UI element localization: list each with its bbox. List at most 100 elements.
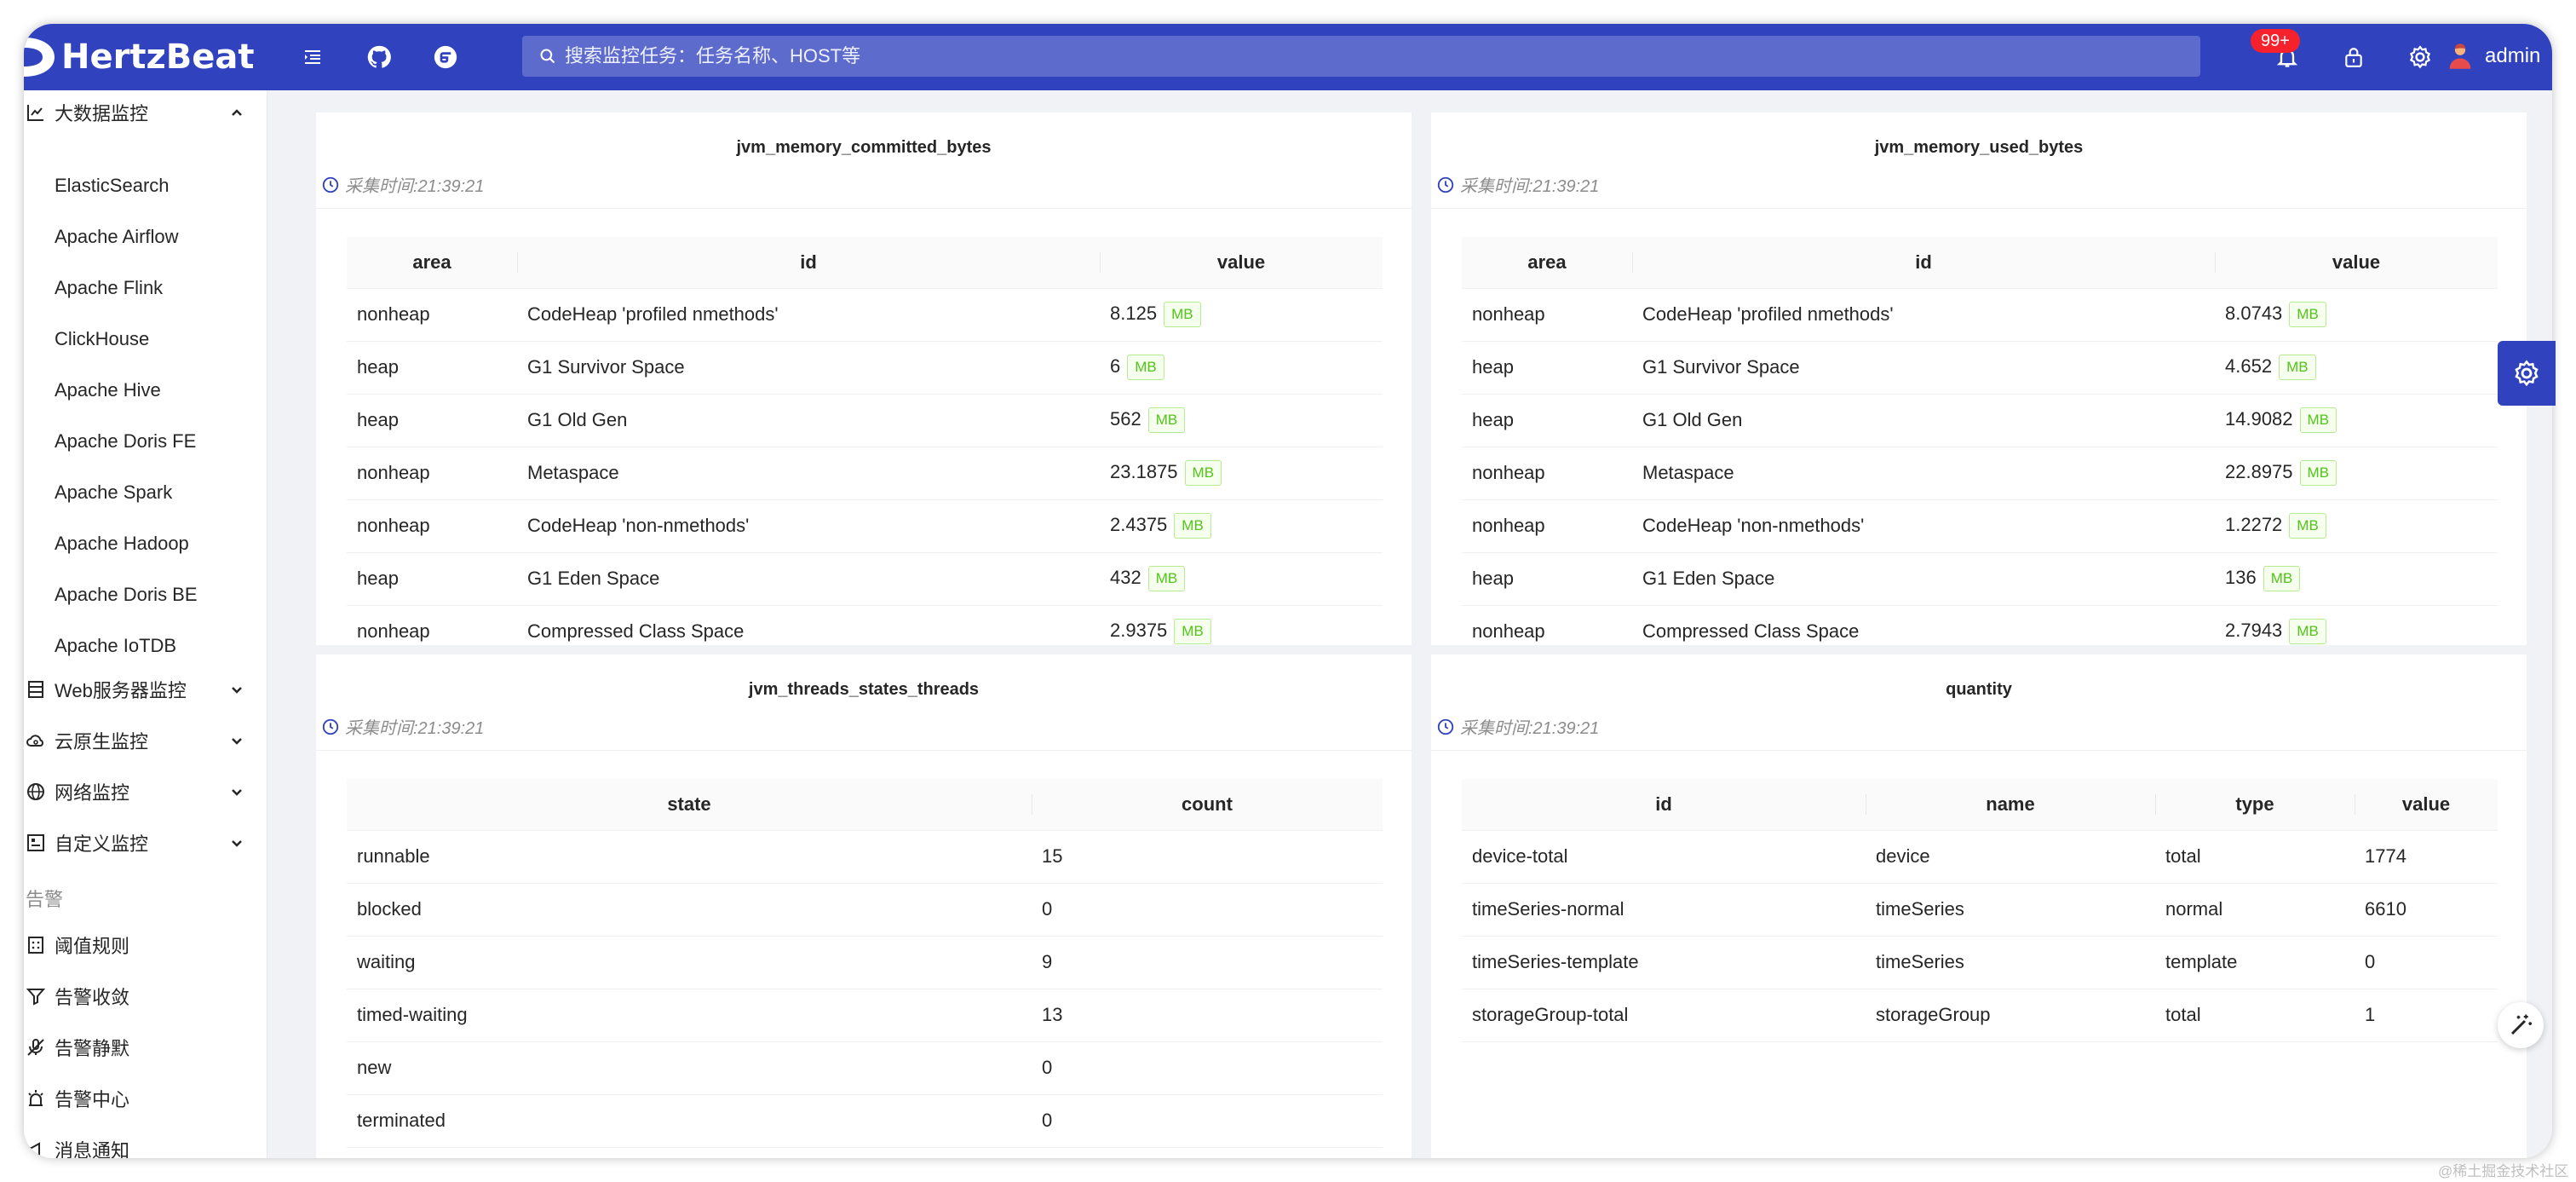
- collect-time: 采集时间:21:39:21: [321, 172, 484, 197]
- cell-value: 8.0743 MB: [2215, 288, 2498, 342]
- column-header-id: id: [1462, 779, 1866, 831]
- cell-id: CodeHeap 'profiled nmethods': [1632, 288, 2215, 342]
- megaphone-icon: [27, 1142, 40, 1157]
- username: admin: [2485, 44, 2541, 67]
- table-row: nonheap Compressed Class Space 2.7943 MB: [1462, 605, 2498, 645]
- sidebar-item-threshold[interactable]: 阈值规则: [24, 923, 267, 967]
- sidebar-item-notice[interactable]: 消息通知: [24, 1127, 267, 1158]
- sidebar-item-airflow[interactable]: Apache Airflow: [55, 226, 179, 247]
- sidebar-item-converge[interactable]: 告警收敛: [24, 974, 267, 1018]
- cell-type: total: [2155, 989, 2355, 1042]
- brand-name: HertzBeat: [61, 37, 255, 77]
- cell-type: template: [2155, 936, 2355, 989]
- unit-tag: MB: [1147, 566, 1186, 591]
- value-text: 136: [2225, 566, 2257, 588]
- sidebar-item-hadoop[interactable]: Apache Hadoop: [55, 533, 189, 554]
- cell-id: Compressed Class Space: [1632, 605, 2215, 645]
- sidebar-item-clickhouse[interactable]: ClickHouse: [55, 328, 150, 349]
- sidebar-item-spark[interactable]: Apache Spark: [55, 481, 173, 503]
- cell-area: nonheap: [347, 499, 517, 553]
- sidebar-group-cloudnative[interactable]: 云原生监控: [24, 718, 267, 763]
- menu-fold-icon[interactable]: [298, 43, 327, 72]
- unit-tag: MB: [1184, 460, 1222, 486]
- sidebar-group-custom[interactable]: 自定义监控: [24, 821, 267, 865]
- chevron-down-icon: [232, 789, 242, 796]
- user-menu[interactable]: admin: [2447, 43, 2540, 70]
- history-clock-icon: [322, 176, 339, 193]
- cell-value: 23.1875 MB: [1100, 447, 1383, 500]
- cell-value: 6 MB: [1100, 341, 1383, 395]
- cell-area: nonheap: [1462, 288, 1632, 342]
- sidebar-item-doris-fe[interactable]: Apache Doris FE: [55, 430, 197, 452]
- cell-value: 14.9082 MB: [2215, 394, 2498, 447]
- notification-badge: 99+: [2251, 29, 2300, 53]
- cell-count: 15: [1032, 830, 1383, 884]
- search-icon: [540, 49, 555, 64]
- sidebar-item-label: 告警中心: [55, 1089, 130, 1110]
- theme-settings-button[interactable]: [2498, 341, 2556, 406]
- chevron-down-icon: [232, 840, 242, 847]
- cell-id: G1 Eden Space: [517, 552, 1100, 606]
- value-text: 2.7943: [2225, 619, 2283, 641]
- sidebar-item-hive[interactable]: Apache Hive: [55, 379, 161, 401]
- history-clock-icon: [1437, 176, 1454, 193]
- cell-area: heap: [347, 552, 517, 606]
- table-row: nonheap CodeHeap 'non-nmethods' 1.2272 MB: [1462, 499, 2498, 553]
- sidebar-item-label: 告警静默: [55, 1038, 130, 1059]
- card-jvm-threads-states: jvm_threads_states_threads 采集时间:21:39:21…: [316, 654, 1412, 1158]
- sidebar-item-elasticsearch[interactable]: ElasticSearch: [55, 175, 170, 196]
- sidebar-item-doris-be[interactable]: Apache Doris BE: [55, 584, 198, 605]
- card-title: quantity: [1946, 680, 2012, 699]
- unit-tag: MB: [1164, 302, 1201, 327]
- cell-value: 136 MB: [2215, 552, 2498, 606]
- sidebar-group-network[interactable]: 网络监控: [24, 770, 267, 814]
- cell-value: 1: [2355, 989, 2498, 1042]
- value-text: 432: [1110, 566, 1141, 588]
- cell-id: storageGroup-total: [1462, 989, 1866, 1042]
- cell-area: nonheap: [1462, 447, 1632, 500]
- calculator-icon: [28, 937, 43, 954]
- cell-area: nonheap: [347, 447, 517, 500]
- value-text: 8.0743: [2225, 302, 2283, 324]
- settings-gear-icon: [2515, 360, 2539, 387]
- sidebar-group-label: 自定义监控: [55, 833, 149, 855]
- sidebar-group-bigdata[interactable]: 大数据监控: [24, 90, 267, 135]
- magic-wand-button[interactable]: [2498, 1002, 2544, 1048]
- cell-count: 0: [1032, 1041, 1383, 1095]
- sidebar-item-silence[interactable]: 告警静默: [24, 1025, 267, 1070]
- cell-id: Metaspace: [517, 447, 1100, 500]
- lock-icon[interactable]: [2339, 43, 2368, 72]
- table-row: blocked 0: [347, 883, 1383, 937]
- sidebar-group-webserver[interactable]: Web服务器监控: [24, 667, 267, 712]
- cell-state: runnable: [347, 830, 1032, 884]
- column-header-id: id: [1632, 237, 2215, 289]
- avatar: [2449, 43, 2471, 69]
- sidebar-item-label: 消息通知: [55, 1140, 130, 1158]
- unit-tag: MB: [2289, 302, 2326, 327]
- layout-icon: [27, 834, 44, 851]
- gitee-icon[interactable]: [431, 43, 460, 72]
- sidebar-item-alert-center[interactable]: 告警中心: [24, 1076, 267, 1121]
- column-header-name: name: [1866, 779, 2155, 831]
- column-header-value: value: [1100, 237, 1383, 289]
- logo[interactable]: HertzBeat: [24, 32, 254, 82]
- cell-area: heap: [347, 341, 517, 395]
- cell-value: 2.7943 MB: [2215, 605, 2498, 645]
- threads-table: state count runnable 15 blocked 0 waiting 9…: [347, 779, 1383, 1148]
- table-row: heap G1 Old Gen 14.9082 MB: [1462, 394, 2498, 447]
- sidebar-item-iotdb[interactable]: Apache IoTDB: [55, 635, 177, 656]
- value-text: 8.125: [1110, 302, 1158, 324]
- value-text: 23.1875: [1110, 460, 1178, 482]
- table-row: nonheap CodeHeap 'profiled nmethods' 8.125…: [347, 288, 1383, 342]
- github-icon[interactable]: [365, 43, 394, 72]
- sidebar-item-flink[interactable]: Apache Flink: [55, 277, 164, 298]
- cell-id: Compressed Class Space: [517, 605, 1100, 645]
- table-row: heap G1 Old Gen 562 MB: [347, 394, 1383, 447]
- search-bar[interactable]: [522, 36, 2200, 77]
- settings-gear-icon[interactable]: [2406, 43, 2435, 72]
- column-header-value: value: [2355, 779, 2498, 831]
- card-jvm-memory-committed: jvm_memory_committed_bytes 采集时间:21:39:21…: [316, 112, 1412, 645]
- app-window: HertzBeat 99+ admin: [24, 24, 2552, 1158]
- search-input[interactable]: [565, 45, 2183, 67]
- cell-id: Metaspace: [1632, 447, 2215, 500]
